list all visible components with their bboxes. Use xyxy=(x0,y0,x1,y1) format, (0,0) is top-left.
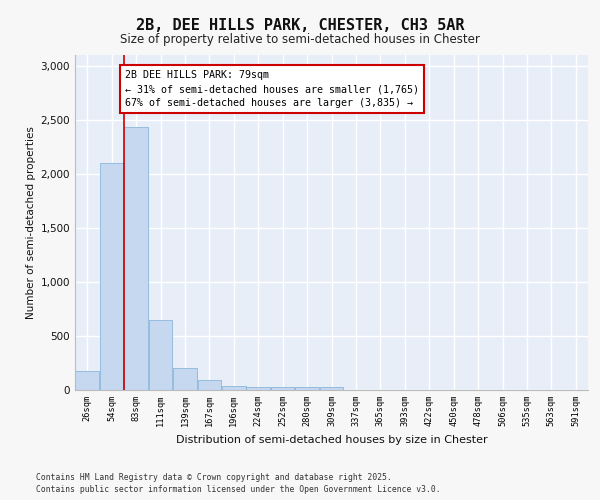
Bar xyxy=(247,387,270,390)
Text: 2B DEE HILLS PARK: 79sqm
← 31% of semi-detached houses are smaller (1,765)
67% o: 2B DEE HILLS PARK: 79sqm ← 31% of semi-d… xyxy=(125,70,419,108)
Bar xyxy=(149,320,172,390)
Bar xyxy=(271,388,295,390)
Text: Contains HM Land Registry data © Crown copyright and database right 2025.
Contai: Contains HM Land Registry data © Crown c… xyxy=(36,473,440,494)
Bar xyxy=(222,386,245,390)
X-axis label: Distribution of semi-detached houses by size in Chester: Distribution of semi-detached houses by … xyxy=(176,434,487,444)
Bar xyxy=(295,388,319,390)
Bar xyxy=(173,368,197,390)
Bar xyxy=(197,380,221,390)
Bar xyxy=(76,371,99,390)
Text: 2B, DEE HILLS PARK, CHESTER, CH3 5AR: 2B, DEE HILLS PARK, CHESTER, CH3 5AR xyxy=(136,18,464,32)
Y-axis label: Number of semi-detached properties: Number of semi-detached properties xyxy=(26,126,37,319)
Bar xyxy=(320,388,343,390)
Bar xyxy=(100,163,124,390)
Bar xyxy=(124,128,148,390)
Text: Size of property relative to semi-detached houses in Chester: Size of property relative to semi-detach… xyxy=(120,32,480,46)
